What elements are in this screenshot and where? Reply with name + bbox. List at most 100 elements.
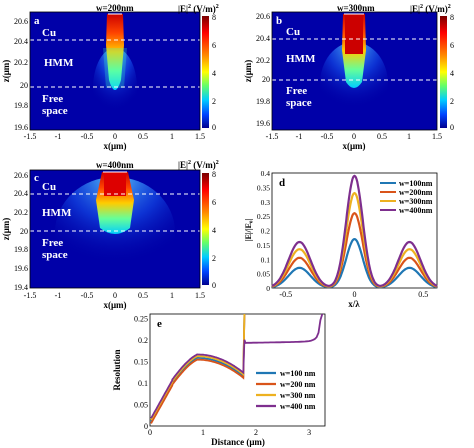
series-line — [271, 237, 438, 289]
y-tick: 0.1 — [138, 379, 148, 388]
x-axis-label: Distance (μm) — [211, 437, 265, 447]
y-ticks: 20.6 20.4 20.2 20 19.8 19.6 — [14, 17, 28, 132]
colorbar-tick: 6 — [212, 41, 216, 50]
legend-label: w=300 nm — [280, 391, 316, 400]
colorbar-tick: 8 — [212, 170, 216, 179]
colorbar — [440, 16, 447, 128]
y-tick: 19.6 — [14, 123, 28, 132]
x-tick: 2 — [254, 428, 258, 437]
y-axis-label: z(μm) — [1, 218, 11, 241]
panel-e: e 0.25 0.2 0.15 0.1 0.05 0 0 1 2 3 Distance (μm)… — [112, 313, 326, 447]
y-tick: 20 — [262, 75, 270, 84]
x-tick: 1 — [407, 132, 411, 141]
y-tick: 0.4 — [261, 169, 271, 178]
y-tick: 20.2 — [256, 56, 270, 65]
field-hot — [345, 14, 363, 54]
series-line — [150, 313, 324, 419]
x-axis-label: x(μm) — [103, 141, 126, 151]
x-axis-label: x/λ — [348, 299, 360, 309]
y-tick: 0.35 — [257, 183, 270, 192]
panel-letter: c — [34, 172, 39, 184]
cu-label: Cu — [42, 181, 56, 193]
legend-label: w=100nm — [399, 179, 433, 188]
x-tick: 1 — [201, 428, 205, 437]
y-axis-label: z(μm) — [243, 60, 253, 83]
x-ticks: -0.5 0 0.5 — [279, 290, 428, 299]
y-tick: 20.4 — [256, 34, 270, 43]
y-tick: 0.25 — [257, 212, 270, 221]
y-tick: 19.8 — [256, 97, 270, 106]
y-tick: 0.2 — [138, 336, 148, 345]
panel-b: b w=300nm Cu HMM Free space 20.6 20.4 20… — [243, 3, 454, 151]
x-tick: 0 — [352, 132, 356, 141]
width-label: w=300nm — [337, 3, 375, 13]
y-tick: 0.2 — [261, 227, 271, 236]
colorbar-tick: 0 — [450, 123, 454, 132]
x-tick: 0 — [113, 291, 117, 300]
colorbar-title: |E|2 (V/m)2 — [178, 160, 219, 170]
legend-label: w=200 nm — [280, 380, 316, 389]
y-tick: 0.15 — [257, 241, 270, 250]
x-tick: 1.5 — [195, 132, 205, 141]
y-tick: 20.2 — [14, 58, 28, 67]
panel-letter: a — [34, 15, 40, 27]
x-tick: 0.5 — [138, 291, 148, 300]
y-tick: 19.6 — [256, 119, 270, 128]
x-ticks: -1.5 -1 -0.5 0 0.5 1 1.5 — [24, 132, 205, 141]
hmm-label: HMM — [286, 53, 316, 65]
free-label: Free — [42, 237, 63, 249]
panel-letter: e — [157, 318, 162, 330]
hmm-label: HMM — [44, 57, 74, 69]
series-line — [271, 191, 438, 288]
y-tick: 0.3 — [261, 198, 271, 207]
y-tick: 19.4 — [14, 283, 28, 292]
y-ticks: 20.6 20.4 20.2 20 19.8 19.6 19.4 — [14, 171, 28, 292]
colorbar-ticks: 8 6 4 2 0 — [212, 13, 216, 132]
cu-label: Cu — [42, 27, 56, 39]
legend: w=100 nm w=200 nm w=300 nm w=400 nm — [256, 369, 316, 411]
x-tick: 0 — [113, 132, 117, 141]
x-axis-label: x(μm) — [342, 141, 365, 151]
legend-label: w=400 nm — [280, 402, 316, 411]
y-tick: 0.25 — [134, 314, 148, 323]
free-label: Free — [286, 85, 307, 97]
x-tick: -0.5 — [321, 132, 334, 141]
y-tick: 20.2 — [14, 208, 28, 217]
y-tick: 0.05 — [134, 400, 148, 409]
colorbar-tick: 8 — [212, 13, 216, 22]
x-tick: 3 — [307, 428, 311, 437]
colorbar-tick: 4 — [212, 226, 216, 235]
colorbar-tick: 2 — [450, 97, 454, 106]
y-axis-label: |E|/|E₀| — [244, 219, 253, 242]
map-frame — [271, 11, 438, 131]
colorbar-tick: 2 — [212, 97, 216, 106]
series-line — [150, 313, 246, 424]
y-tick: 0.1 — [261, 255, 271, 264]
y-tick: 0.15 — [134, 357, 148, 366]
colorbar-ticks: 8 6 4 2 0 — [450, 13, 454, 132]
legend-label: w=400nm — [399, 206, 433, 215]
y-tick: 0 — [266, 284, 270, 293]
colorbar-ticks: 8 6 4 2 0 — [212, 170, 216, 290]
map-frame — [29, 11, 201, 131]
legend-label: w=100 nm — [280, 369, 316, 378]
y-tick: 20.6 — [14, 17, 28, 26]
field-fringe — [103, 48, 127, 88]
panel-letter: d — [279, 177, 285, 189]
colorbar-tick: 2 — [212, 254, 216, 263]
hmm-label: HMM — [42, 207, 72, 219]
x-tick: 0 — [353, 290, 357, 299]
y-tick: 20 — [20, 227, 28, 236]
y-tick: 20.4 — [14, 189, 28, 198]
panel-letter: b — [276, 15, 282, 27]
x-tick: -0.5 — [81, 132, 94, 141]
y-axis-label: Resolution — [112, 349, 122, 390]
panel-a: a w=200nm Cu HMM Free space 20.6 20.4 20… — [1, 3, 219, 151]
colorbar-tick: 8 — [450, 13, 454, 22]
y-axis-label: z(μm) — [1, 60, 11, 83]
width-label: w=400nm — [96, 160, 134, 170]
d-curves — [271, 174, 438, 289]
panel-d: d 0.4 0.35 0.3 0.25 0.2 0.15 0.1 0.05 0 -0.5 0 0.5… — [244, 169, 438, 309]
